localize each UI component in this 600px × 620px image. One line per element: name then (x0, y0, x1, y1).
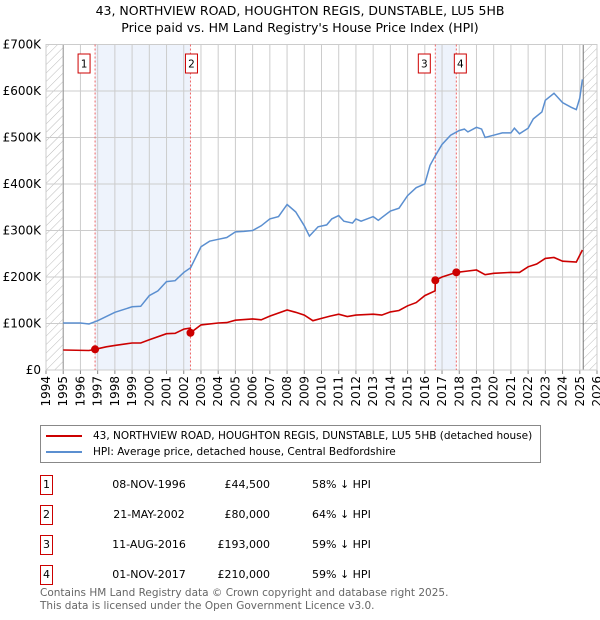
x-tick-label: 2026 (590, 376, 600, 407)
legend: 43, NORTHVIEW ROAD, HOUGHTON REGIS, DUNS… (40, 425, 542, 463)
x-tick-label: 2011 (332, 376, 346, 407)
x-tick-label: 2001 (160, 376, 174, 407)
sale-point (452, 268, 461, 277)
x-tick-label: 2008 (280, 376, 294, 407)
transaction-hpi-diff: 58% ↓ HPI (312, 478, 371, 491)
chart-title: 43, NORTHVIEW ROAD, HOUGHTON REGIS, DUNS… (95, 3, 505, 18)
transaction-price: £193,000 (217, 538, 271, 551)
shaded-period (435, 44, 457, 370)
transaction-row: 4 01-NOV-2017 £210,000 59% ↓ HPI (40, 565, 460, 585)
x-tick-label: 2015 (401, 376, 415, 407)
transaction-date: 21-MAY-2002 (113, 508, 185, 521)
plot-frame (45, 44, 598, 371)
x-tick-label: 2009 (297, 376, 311, 407)
x-tick-label: 2006 (246, 376, 260, 407)
chart-subtitle: Price paid vs. HM Land Registry's House … (121, 20, 479, 35)
y-tick-label: £600K (3, 84, 43, 98)
sale-point (431, 276, 440, 285)
y-tick-label: £400K (3, 177, 43, 191)
x-tick-label: 2024 (556, 376, 570, 407)
x-tick-label: 2017 (435, 376, 449, 407)
x-tick-label: 2020 (487, 376, 501, 407)
transaction-price: £210,000 (217, 568, 271, 581)
price-chart: 1994 1995 1996 1997 1998 1999 2000 2001 2002 2003… (3, 38, 600, 407)
transaction-hpi-diff: 59% ↓ HPI (312, 538, 371, 551)
hpi-line (63, 79, 584, 325)
transaction-date: 08-NOV-1996 (112, 478, 186, 491)
x-tick-label: 2010 (315, 376, 329, 407)
sale-label: 1 (81, 59, 88, 71)
transaction-row: 1 08-NOV-1996 £44,500 58% ↓ HPI (40, 475, 460, 495)
sale-label: 3 (421, 59, 428, 71)
x-tick-label: 2013 (366, 376, 380, 407)
transaction-row: 3 11-AUG-2016 £193,000 59% ↓ HPI (40, 535, 460, 555)
x-tick-label: 2005 (228, 376, 242, 407)
property-price-line (63, 249, 584, 352)
y-tick-label: £100K (3, 317, 43, 331)
footer-line: Contains HM Land Registry data © Crown c… (40, 587, 449, 599)
legend-swatch-blue (46, 451, 82, 453)
x-tick-label: 2016 (418, 376, 432, 407)
transaction-row: 2 21-MAY-2002 £80,000 64% ↓ HPI (40, 505, 460, 525)
x-tick-label: 2025 (573, 376, 587, 407)
sale-label-box (77, 53, 91, 74)
legend-item-property: 43, NORTHVIEW ROAD, HOUGHTON REGIS, DUNS… (46, 428, 532, 444)
y-tick-label: £200K (3, 270, 43, 284)
sale-label-box (184, 53, 198, 74)
transaction-date: 11-AUG-2016 (112, 538, 186, 551)
legend-label: HPI: Average price, detached house, Cent… (93, 446, 396, 458)
x-tick-label: 2018 (452, 376, 466, 407)
y-tick-label: £300K (3, 224, 43, 238)
shaded-period (95, 44, 191, 370)
transaction-price: £80,000 (224, 508, 271, 521)
transaction-hpi-diff: 64% ↓ HPI (312, 508, 371, 521)
footer-line: This data is licensed under the Open Gov… (40, 600, 375, 612)
x-tick-label: 1996 (73, 376, 87, 407)
x-tick-label: 2003 (194, 376, 208, 407)
x-tick-label: 1997 (91, 376, 105, 407)
transaction-number: 2 (40, 505, 53, 525)
x-tick-label: 1998 (108, 376, 122, 407)
y-tick-label: £0 (26, 363, 41, 377)
x-tick-label: 1999 (125, 376, 139, 407)
footer: Contains HM Land Registry data © Crown c… (40, 587, 448, 613)
sale-label-box (417, 53, 431, 74)
transaction-hpi-diff: 59% ↓ HPI (312, 568, 371, 581)
x-tick-label: 2000 (142, 376, 156, 407)
legend-swatch-red (46, 435, 82, 437)
x-tick-label: 1995 (56, 376, 70, 407)
y-tick-label: £500K (3, 131, 43, 145)
x-tick-label: 2021 (504, 376, 518, 407)
x-tick-label: 2004 (211, 376, 225, 407)
y-tick-label: £700K (3, 38, 43, 52)
x-tick-label: 2012 (349, 376, 363, 407)
sale-point (91, 345, 100, 354)
x-tick-label: 2023 (538, 376, 552, 407)
transaction-number: 3 (40, 535, 53, 555)
sale-label: 4 (457, 59, 464, 71)
x-tick-label: 2007 (263, 376, 277, 407)
x-tick-label: 2022 (521, 376, 535, 407)
sale-label: 2 (188, 59, 195, 71)
no-data-hatch (583, 44, 597, 370)
legend-item-hpi: HPI: Average price, detached house, Cent… (46, 444, 532, 460)
x-tick-label: 2014 (383, 376, 397, 407)
legend-label: 43, NORTHVIEW ROAD, HOUGHTON REGIS, DUNS… (93, 430, 533, 442)
x-tick-label: 2019 (469, 376, 483, 407)
no-data-hatch (46, 44, 64, 370)
transaction-number: 4 (40, 565, 53, 585)
transaction-number: 1 (40, 475, 53, 495)
x-tick-label: 2002 (177, 376, 191, 407)
transaction-price: £44,500 (224, 478, 271, 491)
sale-point (186, 328, 195, 337)
x-tick-label: 1994 (39, 376, 53, 407)
sale-label-box (453, 53, 467, 74)
transaction-date: 01-NOV-2017 (112, 568, 186, 581)
